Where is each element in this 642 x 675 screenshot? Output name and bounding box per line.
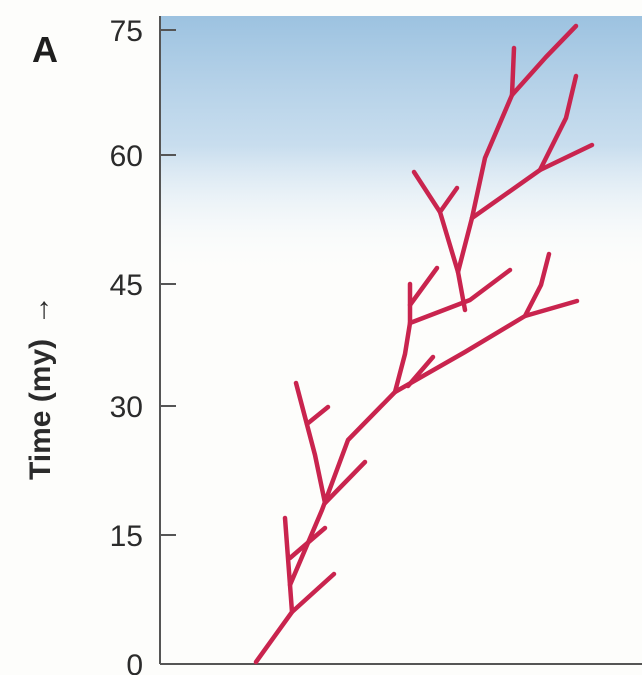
branch xyxy=(304,404,331,427)
y-tick-label: 15 xyxy=(110,520,143,553)
branch xyxy=(392,298,580,395)
branch xyxy=(407,265,440,308)
y-tick-label: 60 xyxy=(110,140,143,173)
branch xyxy=(537,73,579,173)
y-tick-label: 45 xyxy=(110,269,143,302)
branch xyxy=(322,459,368,506)
lineage-tree xyxy=(253,23,595,665)
y-axis-ticks xyxy=(160,29,176,665)
y-tick-label: 30 xyxy=(110,391,143,424)
branch xyxy=(455,23,579,275)
branch xyxy=(411,169,443,215)
arrow-icon: → xyxy=(23,295,56,325)
y-tick-label: 0 xyxy=(126,649,143,675)
branch xyxy=(509,45,517,98)
branch xyxy=(293,380,328,506)
branch xyxy=(287,525,328,561)
branch xyxy=(437,185,460,215)
branch xyxy=(282,515,293,588)
trunk-branch xyxy=(253,389,398,665)
panel-label: A xyxy=(32,29,58,70)
y-tick-label: 75 xyxy=(110,15,143,48)
branch xyxy=(289,571,337,615)
branch xyxy=(405,354,436,389)
y-axis-title-group: Time (my) → xyxy=(23,295,57,480)
y-axis-title: Time (my) xyxy=(24,339,57,480)
branch xyxy=(522,251,552,319)
sky-gradient xyxy=(160,16,642,276)
